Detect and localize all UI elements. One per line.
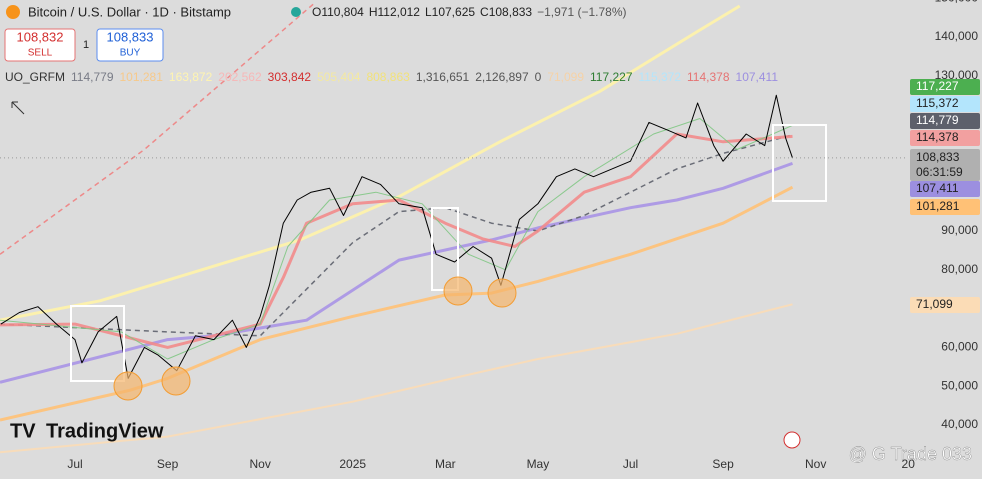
highlight-box bbox=[772, 124, 827, 202]
legend-value: 1,316,651 bbox=[416, 70, 470, 84]
price-badge-label: 114,779 bbox=[916, 113, 959, 127]
price-badge-label: 114,378 bbox=[916, 130, 959, 144]
price-badge-label: 101,281 bbox=[916, 199, 960, 213]
legend-value: 808,863 bbox=[366, 70, 410, 84]
collapse-icon[interactable] bbox=[11, 101, 25, 115]
highlight-circle bbox=[443, 276, 473, 306]
y-tick-label: 80,000 bbox=[941, 262, 978, 276]
symbol-title: Bitcoin / U.S. Dollar · 1D · Bitstamp bbox=[28, 4, 231, 19]
indicator-line bbox=[0, 118, 793, 360]
highlight-circle bbox=[113, 371, 143, 401]
x-tick-label: 20 bbox=[902, 457, 916, 471]
buy-price: 108,833 bbox=[107, 29, 154, 44]
y-tick-label: 40,000 bbox=[941, 417, 978, 431]
x-tick-label: Jul bbox=[67, 457, 82, 471]
bitcoin-icon bbox=[6, 5, 20, 19]
price-badge bbox=[910, 96, 980, 112]
ohlc-value: L107,625 bbox=[425, 5, 475, 19]
sell-button[interactable] bbox=[4, 28, 76, 62]
legend-value: 117,227 bbox=[590, 70, 633, 84]
sell-price: 108,832 bbox=[17, 29, 64, 44]
legend-value: 114,779 bbox=[71, 70, 114, 84]
brand-logo: TV bbox=[10, 420, 36, 442]
price-badge bbox=[910, 79, 980, 95]
price-badge-label: 107,411 bbox=[916, 181, 959, 195]
highlight-box bbox=[70, 305, 125, 382]
ohlc-value: O110,804 bbox=[312, 5, 364, 19]
indicator-line bbox=[0, 4, 741, 322]
x-tick-label: Mar bbox=[435, 457, 456, 471]
indicator-line bbox=[0, 303, 793, 454]
ohlc-value: −1,971 (−1.78%) bbox=[537, 5, 626, 19]
price-badge-countdown: 06:31:59 bbox=[916, 165, 963, 179]
legend-value: 505,404 bbox=[317, 70, 361, 84]
y-tick-label: 90,000 bbox=[941, 223, 978, 237]
price-axis: 150,000 140,000 130,000 90,000 80,000 60,000 5… bbox=[910, 0, 980, 431]
legend-value: 101,281 bbox=[120, 70, 164, 84]
legend-value: 115,372 bbox=[639, 70, 682, 84]
y-tick-label: 60,000 bbox=[941, 340, 978, 354]
x-tick-label: 2025 bbox=[339, 457, 366, 471]
author-watermark: @ G Trade 033 bbox=[849, 444, 972, 464]
ohlc-values: O110,804 H112,012 L107,625 C108,833 −1,971 (… bbox=[312, 5, 627, 19]
highlight-circle bbox=[487, 278, 517, 308]
x-tick-label: May bbox=[527, 457, 550, 471]
legend-value: 107,411 bbox=[736, 70, 779, 84]
x-tick-label: Sep bbox=[712, 457, 734, 471]
visibility-icon[interactable] bbox=[291, 7, 301, 17]
legend-value: 303,842 bbox=[268, 70, 312, 84]
price-badge bbox=[910, 113, 980, 129]
buy-label: BUY bbox=[120, 48, 141, 59]
buy-button[interactable] bbox=[96, 28, 164, 62]
ohlc-value: C108,833 bbox=[480, 5, 532, 19]
price-badge bbox=[910, 199, 980, 215]
indicator-line bbox=[0, 134, 793, 337]
price-badge-label: 71,099 bbox=[916, 297, 953, 311]
price-badge bbox=[910, 130, 980, 146]
x-tick-label: Jul bbox=[623, 457, 638, 471]
indicator-line bbox=[0, 132, 793, 349]
legend-value: 0 bbox=[535, 70, 542, 84]
legend-value: 71,099 bbox=[547, 70, 584, 84]
ohlc-value: H112,012 bbox=[369, 5, 420, 19]
legend-value: UO_GRFM bbox=[5, 70, 65, 84]
x-tick-label: Nov bbox=[249, 457, 270, 471]
legend-value: 163,872 bbox=[169, 70, 213, 84]
price-badge bbox=[910, 297, 980, 313]
price-badge-label: 108,833 bbox=[916, 150, 960, 164]
highlight-circle bbox=[161, 366, 191, 396]
author-avatar bbox=[783, 431, 801, 449]
y-tick-label: 140,000 bbox=[935, 29, 979, 43]
y-tick-label: 50,000 bbox=[941, 378, 978, 392]
legend-value: 2,126,897 bbox=[475, 70, 529, 84]
brand-watermark: TradingView bbox=[46, 420, 164, 442]
price-badge bbox=[910, 181, 980, 197]
legend-value: 114,378 bbox=[687, 70, 730, 84]
price-badge-label: 115,372 bbox=[916, 96, 959, 110]
y-tick-label: 130,000 bbox=[935, 68, 979, 82]
spread: 1 bbox=[83, 39, 89, 51]
y-tick-label: 150,000 bbox=[935, 0, 979, 4]
legend-value: 202,562 bbox=[218, 70, 262, 84]
sell-label: SELL bbox=[28, 48, 53, 59]
x-tick-label: Nov bbox=[805, 457, 826, 471]
price-badge bbox=[910, 149, 980, 181]
price-badge-label: 117,227 bbox=[916, 79, 959, 93]
indicator-legend: UO_GRFM 114,779 101,281 163,872 202,562 303,8… bbox=[5, 70, 778, 84]
x-tick-label: Sep bbox=[157, 457, 179, 471]
